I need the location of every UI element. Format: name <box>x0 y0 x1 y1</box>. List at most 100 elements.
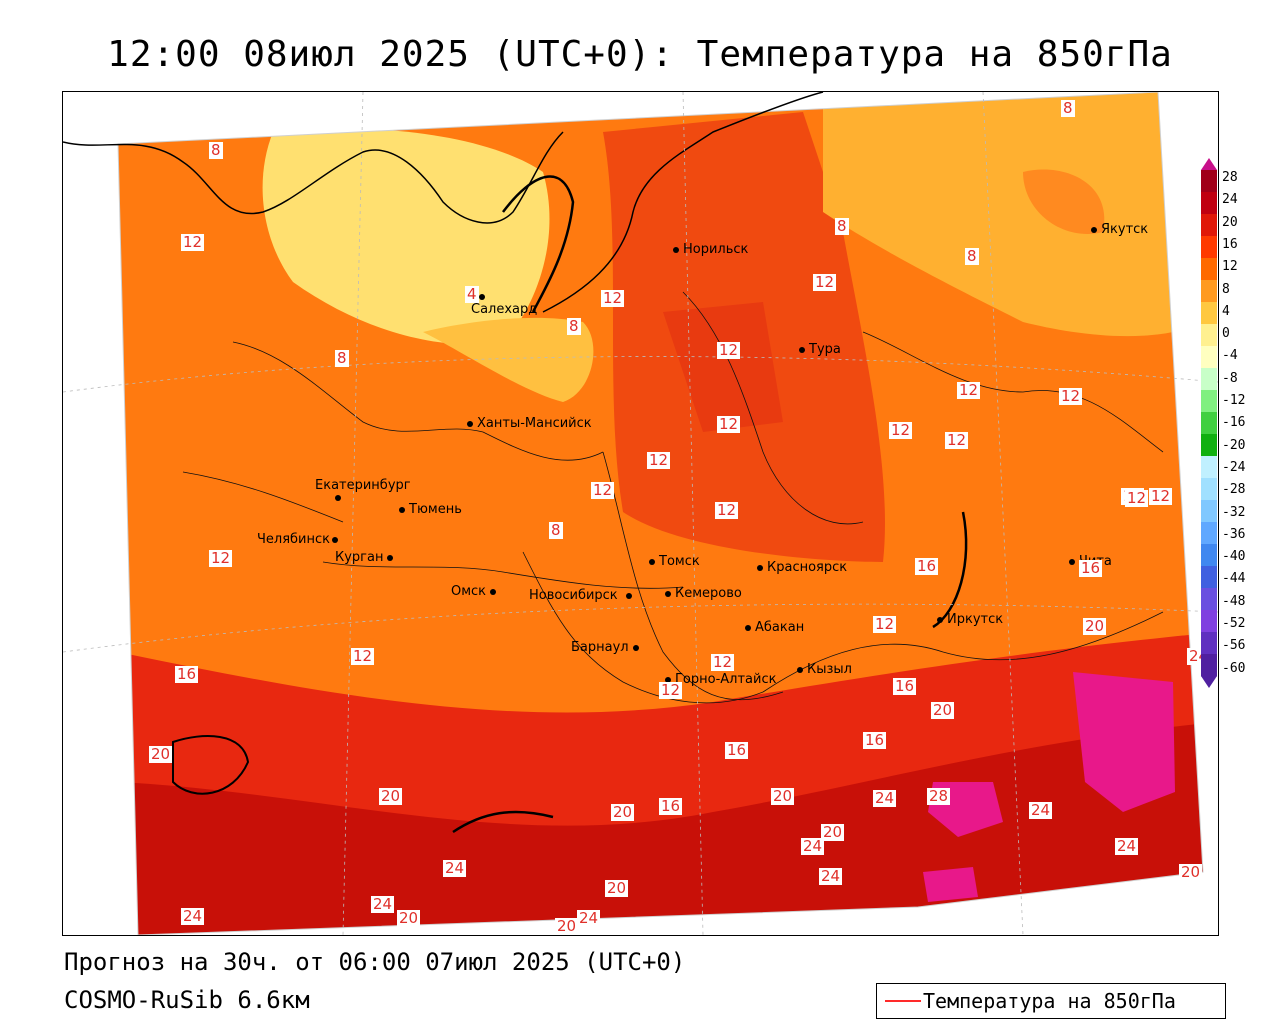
scale-tick-label: -44 <box>1222 571 1246 587</box>
scale-tick-label: 24 <box>1222 192 1238 208</box>
contour-label: 24 <box>371 895 395 913</box>
scale-tick-label: -8 <box>1222 370 1238 386</box>
scale-swatch <box>1201 500 1217 523</box>
scale-tick-label: -40 <box>1222 549 1246 565</box>
contour-label: 20 <box>555 917 579 935</box>
scale-swatch <box>1201 522 1217 545</box>
contour-label: 24 <box>801 837 825 855</box>
city-marker-icon <box>387 554 394 561</box>
contour-label: 12 <box>715 501 739 519</box>
color-scale-bar <box>1201 158 1217 688</box>
city-marker-icon <box>335 494 341 501</box>
city-label: Челябинск <box>257 532 342 547</box>
city-label: Красноярск <box>757 560 847 575</box>
scale-tick-label: 12 <box>1222 259 1238 275</box>
contour-label: 12 <box>1149 487 1173 505</box>
scale-swatch <box>1201 544 1217 567</box>
scale-swatch <box>1201 170 1217 193</box>
city-marker-icon <box>799 346 805 353</box>
city-label: Екатеринбург <box>315 478 411 493</box>
contour-label: 24 <box>443 859 467 877</box>
contour-label: 12 <box>717 341 741 359</box>
contour-label: 24 <box>181 907 205 925</box>
city-label: Томск <box>649 554 700 569</box>
map-canvas <box>63 92 1218 935</box>
legend-box: Температура на 850гПа <box>876 983 1226 1019</box>
scale-swatch <box>1201 566 1217 589</box>
contour-label: 24 <box>1029 801 1053 819</box>
contour-label: 8 <box>965 247 979 265</box>
city-label: Новосибирск <box>529 588 636 603</box>
contour-label: 8 <box>549 521 563 539</box>
legend-label: Температура на 850гПа <box>923 989 1176 1013</box>
city-marker-icon <box>625 592 632 599</box>
city-marker-icon <box>757 564 763 571</box>
scale-swatch <box>1201 214 1217 237</box>
contour-label: 16 <box>175 665 199 683</box>
city-label: Кызыл <box>797 662 852 677</box>
scale-tick-label: 16 <box>1222 236 1238 252</box>
city-label: Абакан <box>745 620 804 635</box>
contour-label: 8 <box>209 141 223 159</box>
scale-swatch <box>1201 390 1217 413</box>
contour-label: 16 <box>659 797 683 815</box>
scale-swatch <box>1201 632 1217 655</box>
scale-swatch <box>1201 610 1217 633</box>
scale-tick-label: 28 <box>1222 170 1238 185</box>
scale-tick-label: -16 <box>1222 415 1246 431</box>
scale-swatch <box>1201 236 1217 259</box>
scale-top-arrow-icon <box>1201 158 1217 170</box>
contour-label: 16 <box>1079 559 1103 577</box>
contour-label: 12 <box>351 647 375 665</box>
contour-label: 20 <box>379 787 403 805</box>
scale-tick-label: -28 <box>1222 482 1246 498</box>
scale-tick-label: 0 <box>1222 326 1230 342</box>
city-marker-icon <box>490 588 497 595</box>
scale-swatch <box>1201 478 1217 501</box>
contour-label: 8 <box>567 317 581 335</box>
city-marker-icon <box>665 676 671 683</box>
forecast-info: Прогноз на 30ч. от 06:00 07июл 2025 (UTC… <box>64 948 686 976</box>
city-label: Якутск <box>1091 222 1148 237</box>
city-label: Норильск <box>673 242 748 257</box>
city-marker-icon <box>1091 226 1097 233</box>
scale-tick-label: -4 <box>1222 348 1238 364</box>
scale-tick-label: -20 <box>1222 437 1246 453</box>
city-marker-icon <box>1069 558 1075 565</box>
scale-tick-label: -52 <box>1222 616 1246 631</box>
contour-label: 12 <box>1125 489 1149 507</box>
model-name: COSMO-RuSib 6.6км <box>64 986 310 1014</box>
contour-label: 12 <box>591 481 615 499</box>
contour-label: 12 <box>659 681 683 699</box>
contour-label: 12 <box>957 381 981 399</box>
contour-label: 8 <box>335 349 349 367</box>
contour-label: 20 <box>611 803 635 821</box>
city-marker-icon <box>673 246 679 253</box>
city-marker-icon <box>632 644 639 651</box>
scale-tick-label: -36 <box>1222 526 1246 542</box>
map-title: 12:00 08июл 2025 (UTC+0): Температура на… <box>107 34 1173 75</box>
city-label: Курган <box>335 550 397 565</box>
city-label: Иркутск <box>937 612 1003 627</box>
scale-tick-label: -24 <box>1222 459 1246 475</box>
contour-label: 16 <box>915 557 939 575</box>
city-label: Омск <box>451 584 500 599</box>
city-label: Барнаул <box>571 640 643 655</box>
city-marker-icon <box>665 590 671 597</box>
contour-label: 12 <box>717 415 741 433</box>
scale-tick-label: -12 <box>1222 393 1246 408</box>
contour-label: 12 <box>711 653 735 671</box>
contour-label: 12 <box>181 233 205 251</box>
scale-swatch <box>1201 346 1217 369</box>
city-marker-icon <box>797 666 803 673</box>
scale-swatch <box>1201 258 1217 281</box>
contour-label: 20 <box>149 745 173 763</box>
contour-label: 12 <box>945 431 969 449</box>
contour-label: 24 <box>873 789 897 807</box>
contour-label: 12 <box>813 273 837 291</box>
city-label: Ханты-Мансийск <box>467 416 592 431</box>
city-marker-icon <box>399 506 405 513</box>
temperature-map: Норильск Якутск Салехард Тура Ханты-Манс… <box>62 91 1219 936</box>
contour-label: 12 <box>889 421 913 439</box>
contour-label: 12 <box>209 549 233 567</box>
